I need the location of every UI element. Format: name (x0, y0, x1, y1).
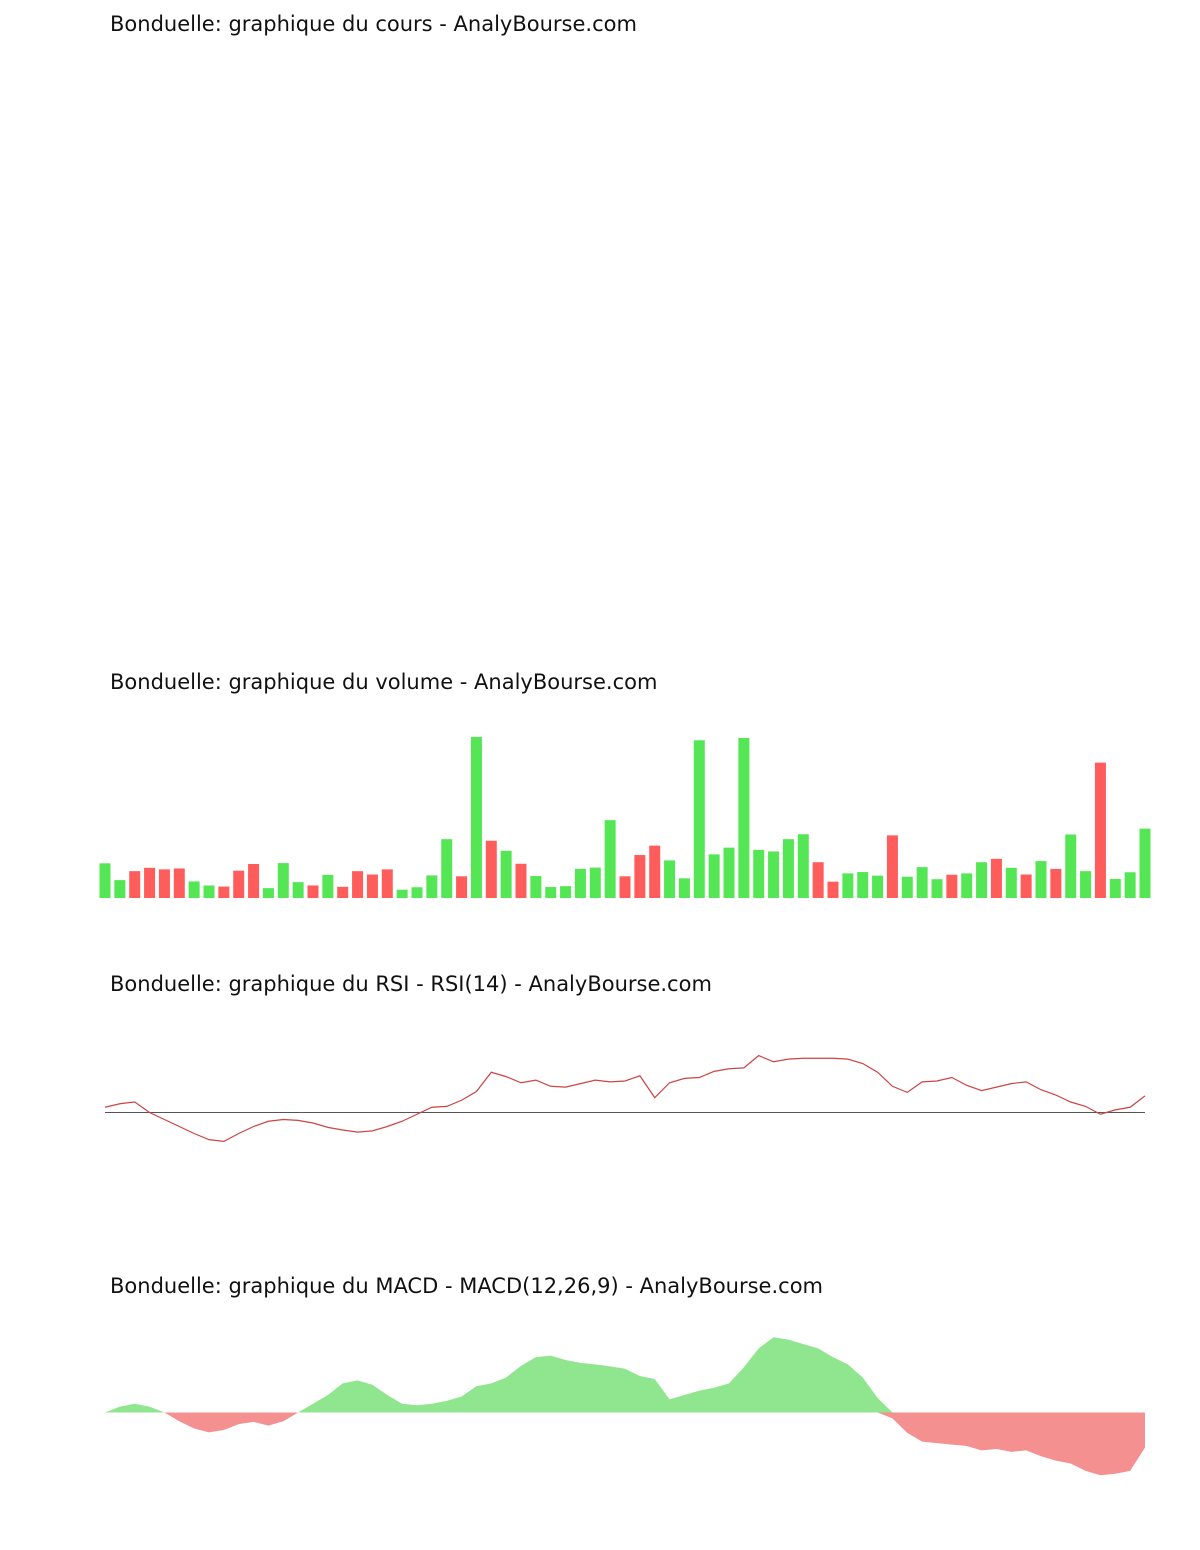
rsi-line (104, 1054, 1146, 1142)
volume-bar (337, 886, 349, 898)
volume-bar (768, 851, 780, 898)
volume-bar (604, 820, 616, 898)
volume-bar (218, 886, 230, 898)
volume-bar (1035, 861, 1047, 898)
macd-area-negative (105, 1412, 1145, 1476)
volume-bar (515, 863, 527, 898)
volume-bar (664, 860, 676, 898)
volume-bar (173, 868, 185, 898)
volume-bar (619, 876, 631, 898)
volume-bar (322, 874, 334, 898)
volume-bar (292, 882, 304, 898)
volume-bar (248, 863, 260, 898)
volume-bar (396, 889, 408, 898)
macd-layer (105, 1337, 1145, 1476)
volume-bar (1065, 834, 1077, 898)
volume-bar (1124, 872, 1136, 898)
volume-bar (99, 863, 111, 898)
chart-title-volume: Bonduelle: graphique du volume - AnalyBo… (110, 670, 658, 694)
volume-bar (976, 862, 988, 898)
volume-bar (782, 839, 794, 898)
volume-bar (1080, 871, 1092, 898)
volume-bar (352, 871, 364, 898)
volume-bar (649, 845, 661, 898)
volume-bar (381, 869, 393, 898)
volume-bar (1005, 867, 1017, 898)
volume-bar (1020, 874, 1032, 898)
volume-bar (1050, 868, 1062, 898)
volume-bar (827, 881, 839, 898)
volume-bar (842, 873, 854, 898)
volume-bar (961, 873, 973, 898)
volume-bar (1109, 878, 1121, 898)
volume-bar (485, 840, 497, 898)
volume-bar (990, 858, 1002, 898)
volume-bar (886, 835, 898, 898)
volume-bar (634, 855, 646, 898)
volume-bar (797, 834, 809, 898)
volume-bar (560, 886, 572, 898)
volume-bar (456, 876, 468, 898)
volume-bar (931, 879, 943, 898)
volume-bar (158, 869, 170, 898)
volume-bar (857, 872, 869, 898)
volume-bar (144, 867, 156, 898)
volume-bar (129, 871, 141, 898)
volume-bar (946, 874, 958, 898)
macd-area-positive (105, 1337, 1145, 1413)
volume-bar (708, 854, 720, 898)
chart-title-rsi: Bonduelle: graphique du RSI - RSI(14) - … (110, 972, 712, 996)
volume-bar (574, 868, 586, 898)
volume-bar (233, 870, 245, 898)
volume-bar (114, 880, 126, 898)
volume-bar (203, 885, 215, 898)
volume-bar (916, 867, 928, 898)
volume-bar (411, 887, 423, 898)
volume-bar (530, 876, 542, 898)
volume-bar (872, 875, 884, 898)
volume-bar (441, 839, 453, 898)
volume-bar (426, 875, 438, 898)
volume-bar (188, 881, 200, 898)
volume-bar (901, 876, 913, 898)
volume-bar (589, 867, 601, 898)
volume-bar (1139, 828, 1151, 898)
volume-bar (753, 849, 765, 898)
rsi-layer (104, 1054, 1146, 1142)
volume-bar (693, 740, 705, 898)
volume-bar (545, 887, 557, 898)
volume-bar (470, 736, 482, 898)
volume-bar (1094, 762, 1106, 898)
chart-title-macd: Bonduelle: graphique du MACD - MACD(12,2… (110, 1274, 824, 1298)
chart-title-cours: Bonduelle: graphique du cours - AnalyBou… (110, 12, 637, 36)
volume-bar (723, 847, 735, 898)
volume-bar (366, 874, 378, 898)
volume-bar (277, 863, 289, 898)
volume-bar (500, 850, 512, 898)
volume-bar (307, 885, 319, 898)
volume-bars (99, 736, 1151, 898)
volume-bar (812, 862, 824, 898)
volume-bar (678, 878, 690, 898)
volume-bar (738, 738, 750, 898)
volume-bar (262, 888, 274, 898)
